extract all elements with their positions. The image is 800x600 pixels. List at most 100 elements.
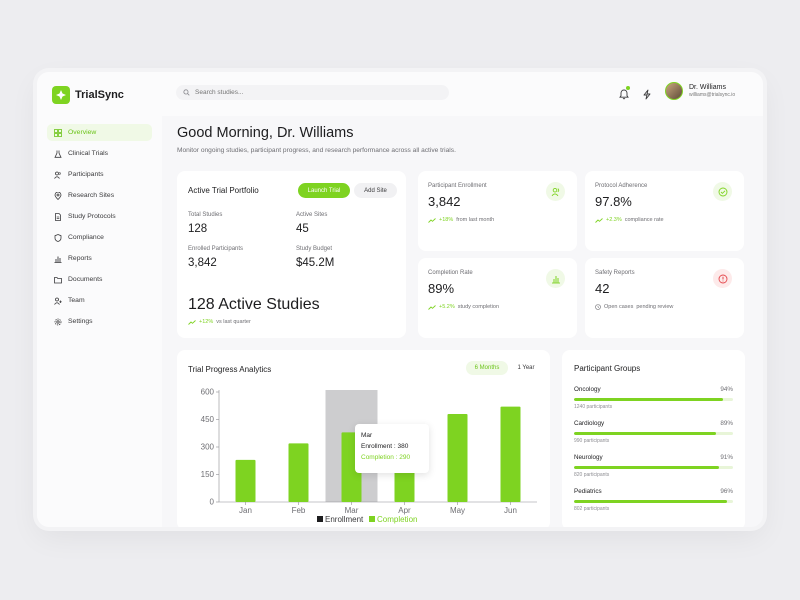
user-name: Dr. Williams	[689, 84, 726, 91]
document-icon	[55, 212, 61, 221]
sidebar-item-participants[interactable]: Participants	[47, 166, 152, 183]
stat-label: Enrolled Participants	[188, 246, 244, 252]
sidebar-item-label: Settings	[68, 318, 93, 325]
chart-tooltip: Mar Enrollment : 380 Completion : 290	[355, 424, 429, 473]
stat-value: $45.2M	[296, 257, 335, 269]
sidebar-item-settings[interactable]: Settings	[47, 313, 152, 330]
trend-value: +12%	[199, 319, 214, 325]
range-1-year-button[interactable]: 1 Year	[511, 361, 541, 375]
x-tick-label: Jan	[239, 506, 252, 515]
sidebar-item-label: Research Sites	[68, 192, 115, 199]
page-subtitle: Monitor ongoing studies, participant pro…	[177, 147, 456, 154]
users-icon	[546, 182, 565, 201]
sidebar-item-label: Documents	[68, 276, 103, 283]
participant-groups-card: Participant Groups Oncology 94% 1240 parti…	[562, 350, 745, 527]
stat-value: 3,842	[188, 257, 217, 269]
x-tick-label: Feb	[292, 506, 306, 515]
search-bar[interactable]	[176, 85, 449, 100]
y-tick-label: 600	[201, 388, 215, 397]
group-percent: 96%	[720, 488, 733, 495]
bar-chart-icon	[54, 256, 62, 263]
trend-value: +18%	[439, 217, 454, 223]
sidebar-item-compliance[interactable]: Compliance	[47, 229, 152, 246]
app-window: TrialSync Dr. Williams williams@trialsyn…	[37, 72, 763, 527]
stat-label: Study Budget	[296, 246, 333, 252]
avatar	[665, 82, 683, 100]
trend-up-icon	[428, 217, 436, 223]
group-item[interactable]: Pediatrics 96% 802 participants	[574, 488, 733, 512]
y-tick-label: 300	[201, 443, 215, 452]
x-tick-label: Apr	[398, 506, 411, 515]
enrollment-bar	[235, 459, 256, 502]
analytics-title: Trial Progress Analytics	[188, 365, 272, 374]
search-input[interactable]	[195, 89, 435, 96]
sidebar-item-label: Clinical Trials	[68, 150, 109, 157]
trend-up-icon	[428, 304, 436, 310]
sidebar-item-documents[interactable]: Documents	[47, 271, 152, 288]
check-circle-icon	[713, 182, 732, 201]
sidebar-item-overview[interactable]: Overview	[47, 124, 152, 141]
trend-value: +5.2%	[439, 304, 455, 310]
sidebar-item-team[interactable]: Team	[47, 292, 152, 309]
clock-icon	[595, 304, 601, 310]
range-6-months-button[interactable]: 6 Months	[466, 361, 508, 375]
launch-trial-button[interactable]: Launch Trial	[298, 183, 350, 198]
user-menu[interactable]: Dr. Williams williams@trialsync.io	[665, 82, 735, 100]
add-site-button[interactable]: Add Site	[354, 183, 397, 198]
metric-value: 89%	[428, 281, 455, 296]
enrollment-bar	[447, 414, 468, 502]
legend-swatch-completion	[369, 516, 375, 522]
bar-chart-icon	[546, 269, 565, 288]
legend-label-completion: Completion	[377, 515, 417, 524]
sidebar-item-clinical-trials[interactable]: Clinical Trials	[47, 145, 152, 162]
metric-value: 3,842	[428, 194, 461, 209]
group-item[interactable]: Cardiology 89% 990 participants	[574, 420, 733, 444]
notification-button[interactable]	[619, 86, 630, 105]
sidebar-nav: Overview Clinical Trials Participants Re…	[47, 124, 152, 334]
metric-value: 97.8%	[595, 194, 632, 209]
group-percent: 94%	[720, 386, 733, 393]
app-name: TrialSync	[75, 89, 124, 101]
metric-card-adherence: Protocol Adherence 97.8% +2.3% complianc…	[585, 171, 744, 251]
folder-icon	[54, 276, 62, 283]
metric-label: Safety Reports	[595, 270, 635, 276]
grid-icon	[54, 128, 62, 137]
user-email: williams@trialsync.io	[689, 92, 736, 98]
group-row: Neurology 91%	[574, 454, 733, 461]
legend-swatch-enrollment	[317, 516, 323, 522]
lightning-icon	[643, 89, 651, 100]
group-name: Pediatrics	[574, 488, 602, 495]
quick-actions-button[interactable]	[642, 87, 652, 105]
metric-trend: Open cases pending review	[595, 304, 673, 310]
group-participants: 802 participants	[574, 506, 610, 512]
logo[interactable]: TrialSync	[52, 86, 124, 104]
page-title: Good Morning, Dr. Williams	[177, 125, 354, 141]
y-tick-label: 150	[201, 470, 215, 479]
sidebar-item-label: Compliance	[68, 234, 104, 241]
group-item[interactable]: Oncology 94% 1240 participants	[574, 386, 733, 410]
sidebar-item-research-sites[interactable]: Research Sites	[47, 187, 152, 204]
group-item[interactable]: Neurology 91% 820 participants	[574, 454, 733, 478]
tooltip-completion: Completion : 290	[361, 454, 411, 461]
shield-icon	[54, 233, 62, 242]
team-icon	[54, 297, 62, 305]
map-pin-icon	[54, 191, 62, 200]
sidebar-item-reports[interactable]: Reports	[47, 250, 152, 267]
stat-label: Total Studies	[188, 212, 223, 218]
sidebar-item-label: Overview	[68, 129, 97, 136]
y-tick-label: 0	[210, 498, 215, 507]
stat-value: 45	[296, 223, 309, 235]
sidebar-item-label: Study Protocols	[68, 213, 116, 220]
trend-text: compliance rate	[624, 217, 664, 223]
flask-icon	[54, 150, 62, 158]
group-progress-bar	[574, 432, 733, 435]
sidebar-item-study-protocols[interactable]: Study Protocols	[47, 208, 152, 225]
sidebar-item-label: Team	[68, 297, 85, 304]
tooltip-enrollment: Enrollment : 380	[361, 443, 409, 450]
metric-label: Completion Rate	[428, 270, 473, 276]
sidebar: Overview Clinical Trials Participants Re…	[37, 116, 162, 527]
x-tick-label: May	[450, 506, 465, 515]
trend-value: Open cases	[604, 304, 634, 310]
metric-card-safety: Safety Reports 42 Open cases pending rev…	[585, 258, 744, 338]
group-row: Oncology 94%	[574, 386, 733, 393]
